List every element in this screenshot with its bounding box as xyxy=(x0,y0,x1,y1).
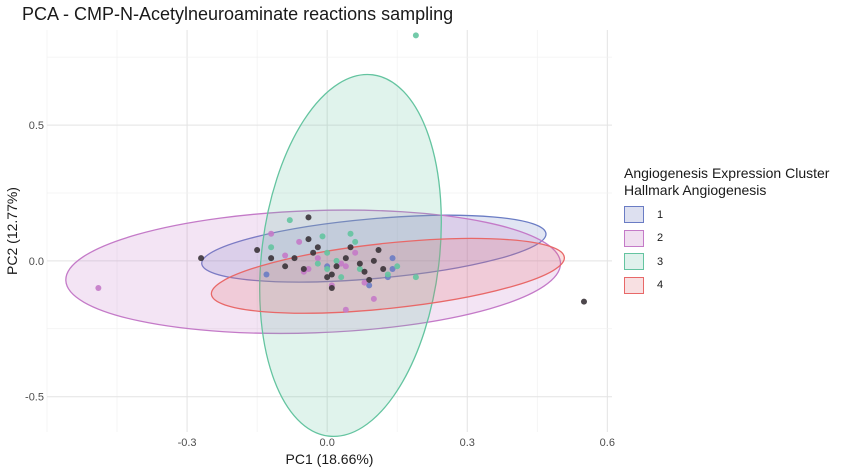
data-point xyxy=(580,298,587,305)
data-point xyxy=(342,255,349,262)
ellipses xyxy=(65,73,566,438)
data-point xyxy=(282,252,289,259)
data-point xyxy=(380,266,387,273)
data-point xyxy=(282,263,289,270)
legend-key-swatch xyxy=(624,229,644,247)
legend-key-swatch xyxy=(624,253,644,271)
data-point xyxy=(314,244,321,251)
data-point xyxy=(305,266,312,273)
data-points xyxy=(95,32,587,313)
y-tick-labels: -0.5 0.0 0.5 xyxy=(25,120,44,404)
x-axis-label: PC1 (18.66%) xyxy=(286,451,374,467)
y-tick-label: -0.5 xyxy=(25,392,44,404)
data-point xyxy=(356,260,363,267)
data-point xyxy=(356,266,363,273)
data-point xyxy=(338,260,345,267)
x-tick-label: 0.6 xyxy=(600,437,615,449)
data-point xyxy=(333,257,340,264)
legend-title-line2: Hallmark Angiogenesis xyxy=(624,182,767,198)
data-point xyxy=(375,247,382,254)
legend-label: 4 xyxy=(657,279,664,292)
data-point xyxy=(366,276,373,283)
data-point xyxy=(361,268,368,275)
x-tick-label: 0.0 xyxy=(320,437,335,449)
legend-label: 2 xyxy=(657,232,664,245)
data-point xyxy=(347,244,354,251)
data-point xyxy=(263,271,270,278)
data-point xyxy=(296,238,303,245)
y-axis-label: PC2 (12.77%) xyxy=(4,187,20,275)
data-point xyxy=(268,255,275,262)
chart-title: PCA - CMP-N-Acetylneuroaminate reactions… xyxy=(22,4,454,24)
data-point xyxy=(268,244,275,251)
data-point xyxy=(394,263,401,270)
data-point xyxy=(361,279,368,286)
data-point xyxy=(268,230,275,237)
data-point xyxy=(384,271,391,278)
legend-label: 1 xyxy=(657,208,664,221)
data-point xyxy=(328,271,335,278)
data-point xyxy=(286,217,293,224)
legend-item-1: 1 xyxy=(624,203,829,227)
legend-item-4: 4 xyxy=(624,274,829,298)
legend-label: 3 xyxy=(657,255,664,268)
data-point xyxy=(389,266,396,273)
data-point xyxy=(314,255,321,262)
data-point xyxy=(338,274,345,281)
data-point xyxy=(310,249,317,256)
data-point xyxy=(333,263,340,270)
data-point xyxy=(324,274,331,281)
data-point xyxy=(324,249,331,256)
data-point xyxy=(328,285,335,292)
data-point xyxy=(319,233,326,240)
data-point xyxy=(370,295,377,302)
x-tick-label: -0.3 xyxy=(178,437,197,449)
data-point xyxy=(370,257,377,264)
data-point xyxy=(254,247,261,254)
legend: Angiogenesis Expression Cluster Hallmark… xyxy=(624,165,829,297)
data-point xyxy=(324,266,331,273)
data-point xyxy=(412,274,419,281)
data-point xyxy=(352,238,359,245)
data-point xyxy=(300,266,307,273)
legend-item-3: 3 xyxy=(624,250,829,274)
data-point xyxy=(305,236,312,243)
legend-key-swatch xyxy=(624,276,644,294)
data-point xyxy=(342,263,349,270)
data-point xyxy=(291,255,298,262)
data-point xyxy=(389,255,396,262)
data-point xyxy=(314,260,321,267)
data-point xyxy=(198,255,205,262)
data-point xyxy=(366,282,373,289)
y-tick-label: 0.0 xyxy=(29,256,44,268)
y-tick-label: 0.5 xyxy=(29,120,44,132)
legend-key-swatch xyxy=(624,206,644,224)
data-point xyxy=(95,285,102,292)
grid-lines xyxy=(46,30,612,432)
x-tick-labels: -0.3 0.0 0.3 0.6 xyxy=(178,437,615,449)
legend-item-2: 2 xyxy=(624,227,829,251)
legend-title-line1: Angiogenesis Expression Cluster xyxy=(624,165,830,181)
confidence-ellipse-3 xyxy=(259,73,442,438)
data-point xyxy=(347,230,354,237)
data-point xyxy=(305,214,312,221)
x-tick-label: 0.3 xyxy=(460,437,475,449)
data-point xyxy=(342,306,349,313)
data-point xyxy=(412,32,419,39)
data-point xyxy=(352,249,359,256)
